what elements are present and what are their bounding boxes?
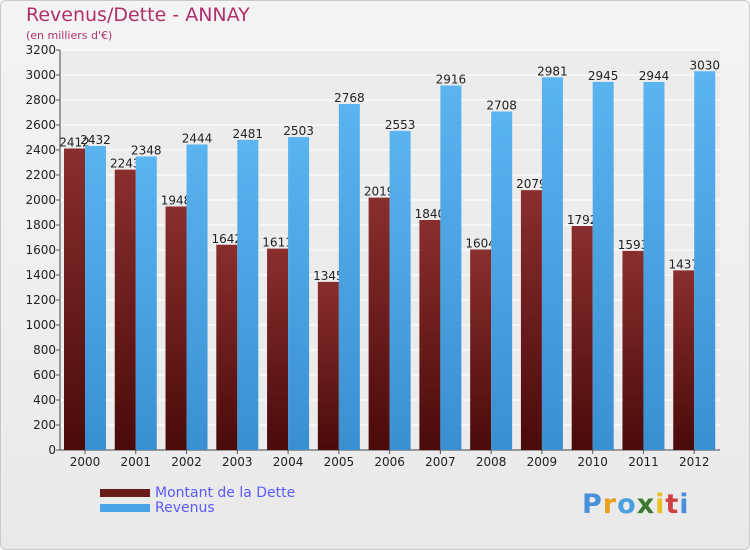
data-label-dette: 2243	[110, 157, 141, 171]
data-label-dette: 2019	[364, 185, 395, 199]
data-label-revenus: 2944	[639, 69, 670, 83]
data-label-dette: 2079	[516, 177, 547, 191]
x-tick-label: 2011	[628, 455, 659, 469]
chart-title: Revenus/Dette - ANNAY	[26, 4, 250, 26]
data-label-dette: 1437	[668, 257, 699, 271]
bar-revenus	[491, 111, 513, 450]
chart-subtitle: (en milliers d'€)	[26, 29, 113, 42]
y-tick-label: 1200	[25, 293, 56, 307]
x-tick-label: 2002	[171, 455, 202, 469]
data-label-revenus: 2503	[283, 124, 314, 138]
x-tick-label: 2004	[273, 455, 304, 469]
x-tick-label: 2009	[527, 455, 558, 469]
y-tick-label: 400	[33, 393, 56, 407]
data-label-dette: 1593	[618, 238, 649, 252]
x-tick-label: 2007	[425, 455, 456, 469]
data-label-dette: 2412	[59, 136, 90, 150]
data-label-dette: 1792	[567, 213, 598, 227]
y-tick-label: 3000	[25, 68, 56, 82]
legend-swatch-revenus	[100, 504, 150, 512]
bar-dette	[419, 220, 441, 450]
bar-revenus	[338, 104, 360, 450]
data-label-revenus: 2432	[80, 133, 111, 147]
data-label-dette: 1611	[262, 236, 293, 250]
data-label-revenus: 2945	[588, 69, 619, 83]
bar-dette	[571, 226, 593, 450]
y-tick-label: 1000	[25, 318, 56, 332]
bar-dette	[673, 270, 695, 450]
data-label-revenus: 2348	[131, 144, 162, 158]
x-tick-label: 2010	[577, 455, 608, 469]
bar-dette	[317, 281, 339, 450]
bar-dette	[64, 148, 85, 450]
data-label-dette: 1345	[313, 269, 344, 283]
logo-letter: r	[602, 489, 618, 520]
data-label-revenus: 2981	[537, 64, 568, 78]
logo-letter: o	[617, 489, 637, 520]
bar-revenus	[440, 85, 462, 450]
x-tick-label: 2006	[374, 455, 405, 469]
data-label-revenus: 3030	[689, 58, 720, 72]
data-label-dette: 1840	[415, 207, 446, 221]
bar-revenus	[541, 77, 563, 450]
bar-revenus	[592, 81, 614, 450]
logo-letter: P	[582, 489, 603, 520]
legend-label-revenus: Revenus	[155, 500, 215, 516]
data-label-revenus: 2444	[182, 132, 213, 146]
bar-dette	[622, 250, 644, 450]
bar-dette	[114, 169, 136, 450]
bar-dette	[267, 248, 289, 450]
x-tick-label: 2003	[222, 455, 253, 469]
y-tick-label: 800	[33, 343, 56, 357]
y-tick-label: 600	[33, 368, 56, 382]
bar-revenus	[135, 156, 157, 450]
y-tick-label: 1600	[25, 243, 56, 257]
data-label-revenus: 2708	[486, 99, 517, 113]
y-tick-label: 2800	[25, 93, 56, 107]
proxiti-logo: Proxiti	[582, 489, 690, 520]
bar-dette	[470, 249, 492, 450]
bar-revenus	[694, 71, 716, 450]
bar-dette	[368, 197, 390, 450]
data-label-revenus: 2481	[233, 127, 264, 141]
bar-dette	[165, 206, 187, 450]
data-label-revenus: 2768	[334, 91, 365, 105]
y-tick-label: 2400	[25, 143, 56, 157]
bar-revenus	[643, 82, 665, 450]
bar-dette	[216, 244, 238, 450]
x-tick-label: 2012	[679, 455, 710, 469]
y-tick-label: 0	[48, 443, 56, 457]
x-tick-label: 2008	[476, 455, 507, 469]
logo-letter: i	[655, 489, 666, 520]
data-label-dette: 1948	[161, 194, 192, 208]
x-tick-label: 2001	[120, 455, 151, 469]
legend-swatch-dette	[100, 489, 150, 497]
y-tick-label: 1800	[25, 218, 56, 232]
logo-letter: t	[665, 489, 680, 520]
y-tick-label: 1400	[25, 268, 56, 282]
bar-revenus	[237, 139, 259, 450]
logo-letter: i	[679, 489, 690, 520]
bar-revenus	[186, 144, 208, 450]
bar-revenus	[288, 137, 310, 450]
data-label-dette: 1642	[212, 232, 243, 246]
y-tick-label: 200	[33, 418, 56, 432]
bar-revenus	[85, 146, 106, 450]
legend-label-dette: Montant de la Dette	[155, 485, 296, 501]
y-tick-label: 3200	[25, 43, 56, 57]
x-tick-label: 2000	[70, 455, 101, 469]
y-tick-label: 2000	[25, 193, 56, 207]
data-label-revenus: 2916	[436, 73, 467, 87]
y-tick-label: 2200	[25, 168, 56, 182]
x-tick-label: 2005	[324, 455, 355, 469]
data-label-revenus: 2553	[385, 118, 416, 132]
logo-letter: x	[636, 489, 656, 520]
y-tick-label: 2600	[25, 118, 56, 132]
bar-revenus	[389, 130, 411, 450]
data-label-dette: 1604	[465, 237, 496, 251]
bar-dette	[520, 190, 542, 450]
